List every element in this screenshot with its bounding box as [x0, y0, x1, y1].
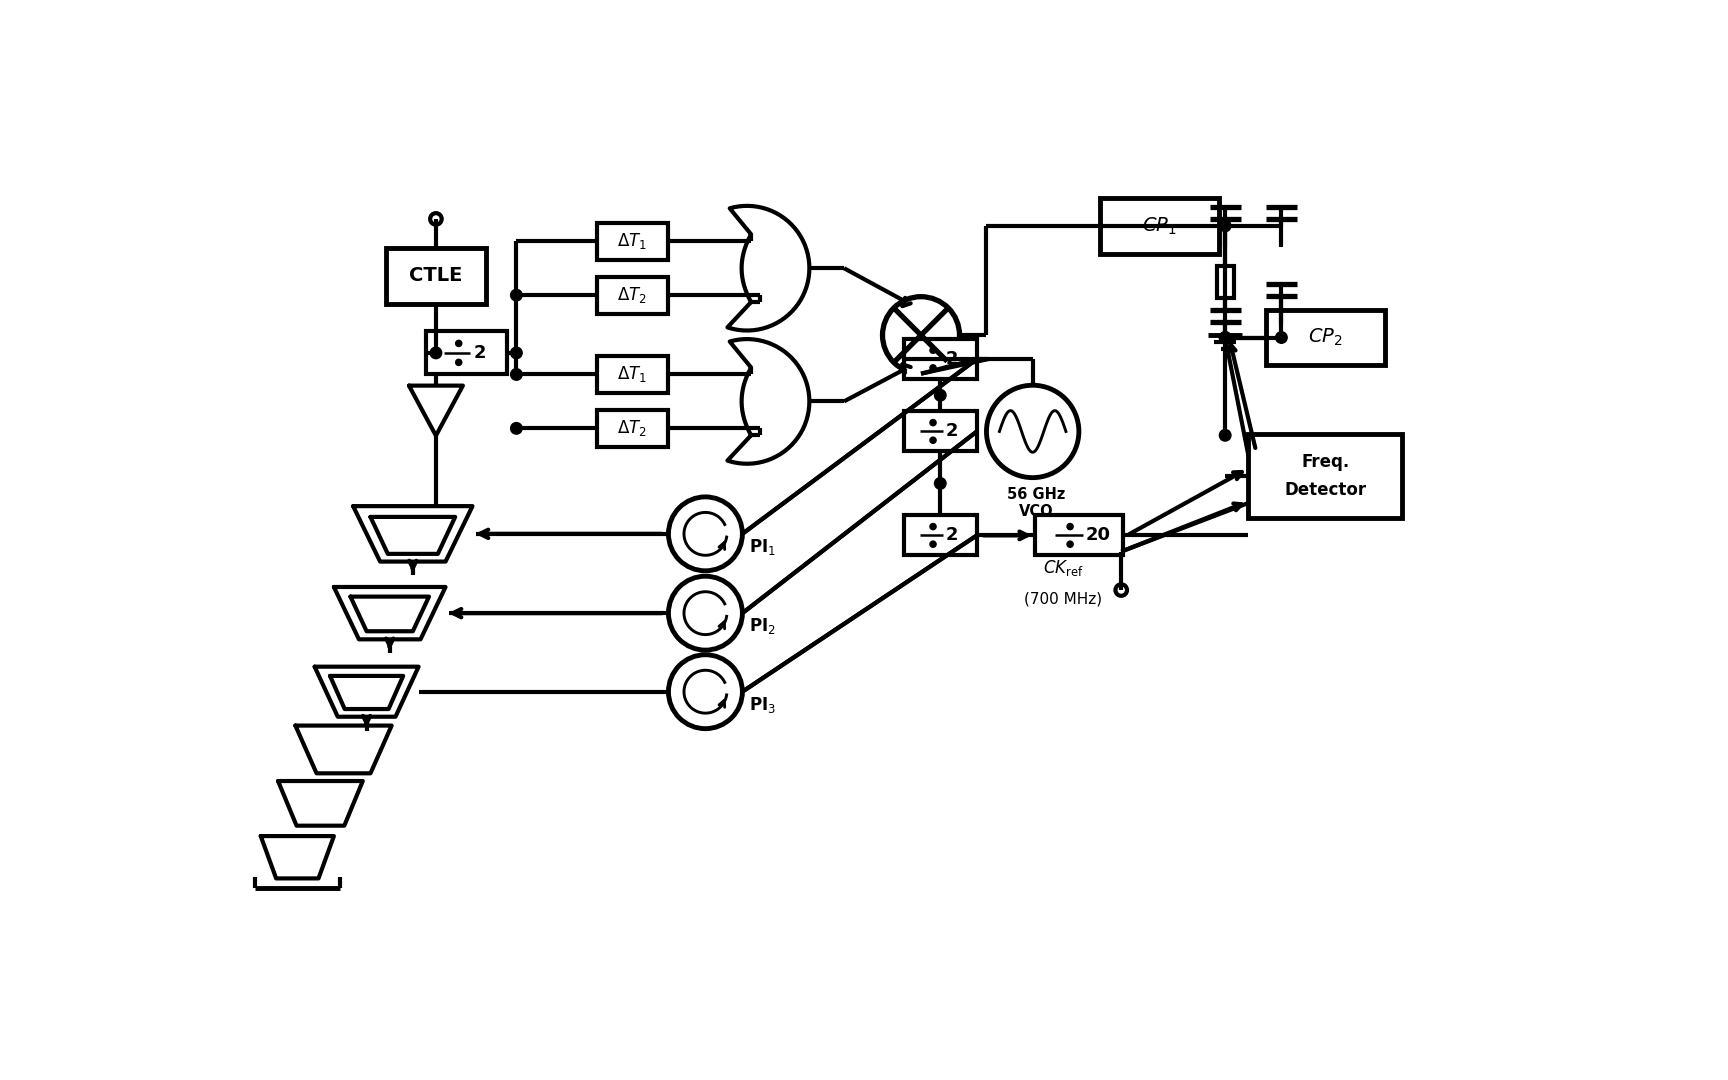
Text: PI$_3$: PI$_3$ [748, 694, 776, 715]
Polygon shape [314, 666, 418, 717]
Circle shape [1220, 430, 1230, 441]
Bar [904, 339, 976, 379]
Text: $\mathit{CK}_{\rm ref}$: $\mathit{CK}_{\rm ref}$ [1044, 558, 1083, 579]
Bar [1217, 266, 1234, 298]
Text: 2: 2 [947, 350, 959, 368]
Text: Detector: Detector [1284, 481, 1367, 499]
Bar [427, 332, 506, 375]
Text: $\Delta T_2$: $\Delta T_2$ [617, 418, 648, 438]
Circle shape [930, 541, 937, 548]
Circle shape [510, 347, 522, 359]
Circle shape [1066, 541, 1073, 548]
Polygon shape [370, 517, 454, 554]
Text: (700 MHz): (700 MHz) [1025, 592, 1102, 607]
Bar [1035, 515, 1123, 555]
Circle shape [930, 524, 937, 529]
Polygon shape [330, 676, 403, 710]
Circle shape [430, 347, 442, 359]
Text: $\Delta T_1$: $\Delta T_1$ [617, 364, 648, 384]
Polygon shape [295, 726, 392, 773]
Circle shape [510, 289, 522, 301]
Text: PI$_1$: PI$_1$ [748, 537, 776, 557]
Polygon shape [351, 596, 429, 631]
Bar [596, 410, 667, 447]
Bar [385, 248, 486, 303]
Circle shape [669, 577, 743, 650]
Polygon shape [727, 206, 809, 330]
Text: $\mathit{CP}_1$: $\mathit{CP}_1$ [1142, 215, 1177, 237]
Circle shape [456, 360, 461, 365]
Circle shape [510, 422, 522, 434]
Text: 2: 2 [947, 526, 959, 544]
Text: $\Delta T_2$: $\Delta T_2$ [617, 285, 648, 306]
Circle shape [930, 437, 937, 443]
Text: 20: 20 [1085, 526, 1111, 544]
Text: 56 GHz
VCO: 56 GHz VCO [1007, 487, 1066, 519]
Circle shape [987, 386, 1078, 477]
Bar [596, 356, 667, 393]
Circle shape [883, 297, 959, 374]
Bar [904, 411, 976, 451]
Bar [1101, 198, 1220, 254]
Text: 2: 2 [947, 422, 959, 441]
Text: Freq.: Freq. [1301, 454, 1350, 471]
Bar [1265, 310, 1384, 365]
Circle shape [930, 419, 937, 426]
Bar [1248, 434, 1401, 518]
Circle shape [1275, 332, 1287, 343]
Polygon shape [410, 386, 463, 435]
Bar [904, 515, 976, 555]
Circle shape [935, 477, 945, 489]
Circle shape [669, 654, 743, 729]
Bar [596, 222, 667, 259]
Circle shape [1220, 220, 1230, 231]
Circle shape [510, 368, 522, 380]
Circle shape [1066, 524, 1073, 529]
Polygon shape [334, 588, 446, 639]
Polygon shape [261, 836, 334, 878]
Text: 2: 2 [473, 343, 486, 362]
Polygon shape [278, 781, 363, 826]
Text: PI$_2$: PI$_2$ [748, 616, 776, 636]
Text: CTLE: CTLE [410, 267, 463, 285]
Text: $\Delta T_1$: $\Delta T_1$ [617, 231, 648, 252]
Circle shape [930, 347, 937, 353]
Circle shape [456, 340, 461, 347]
Circle shape [935, 390, 945, 401]
Circle shape [669, 497, 743, 571]
Bar [596, 276, 667, 313]
Text: $\mathit{CP}_2$: $\mathit{CP}_2$ [1308, 327, 1343, 348]
Circle shape [1220, 332, 1230, 343]
Circle shape [1220, 332, 1230, 343]
Polygon shape [727, 339, 809, 463]
Polygon shape [353, 507, 472, 562]
Circle shape [930, 365, 937, 370]
